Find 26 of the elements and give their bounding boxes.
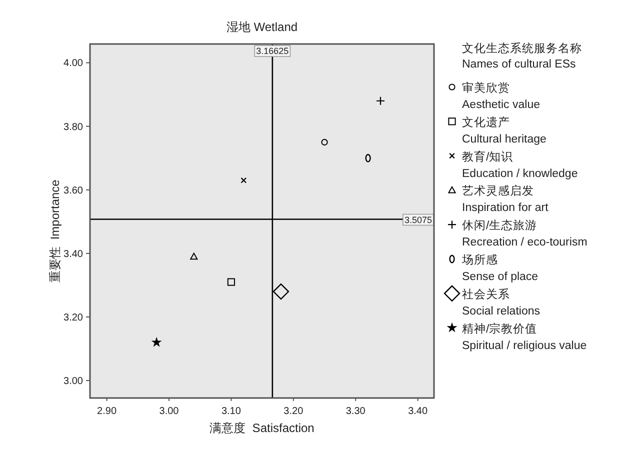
ref-line-label: 3.16625 — [256, 46, 289, 56]
ref-line-label: 3.5075 — [404, 214, 432, 225]
legend-label: 社会关系 Social relations — [462, 286, 540, 318]
x-tick-label: 3.00 — [159, 406, 180, 417]
y-tick-label: 3.20 — [64, 312, 84, 324]
legend-label: 休闲/生态旅游 Recreation / eco-tourism — [462, 219, 588, 249]
legend-label: 场所感 Sense of place — [461, 254, 538, 283]
y-axis-title: 重要性 Importance — [48, 179, 62, 282]
x-tick-label: 3.30 — [346, 406, 366, 417]
legend-label: 审美欣赏 Aesthetic value — [462, 80, 540, 111]
y-tick-label: 3.00 — [64, 376, 84, 388]
legend-label: 艺术灵感启发 Inspiration for art — [462, 184, 550, 214]
x-tick-label: 3.20 — [284, 406, 304, 417]
chart-title: 湿地 Wetland — [226, 20, 298, 34]
y-tick-label: 4.00 — [64, 58, 84, 70]
legend-label: 文化遗产 Cultural heritage — [462, 114, 546, 146]
x-tick-label: 3.40 — [408, 406, 428, 417]
legend-title: 文化生态系统服务名称 Names of cultural ESs — [462, 41, 582, 70]
x-tick-label: 3.10 — [221, 406, 242, 417]
legend-label: 精神/宗教价值 Spiritual / religious value — [462, 321, 587, 352]
legend-label: 教育/知识 Education / knowledge — [462, 149, 578, 180]
y-tick-label: 3.40 — [64, 248, 84, 260]
x-tick-label: 2.90 — [97, 406, 117, 417]
y-tick-label: 3.80 — [64, 122, 84, 133]
y-tick-label: 3.60 — [64, 185, 84, 196]
x-axis-title: 满意度 Satisfaction — [210, 421, 314, 435]
